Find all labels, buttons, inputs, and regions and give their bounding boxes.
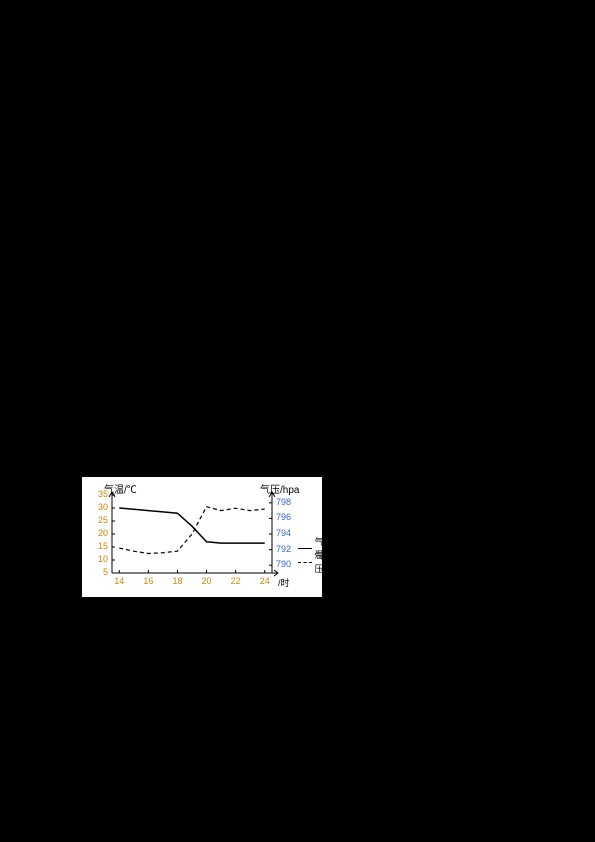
x-tick-label: 22 — [228, 576, 244, 586]
x-tick-label: 20 — [199, 576, 215, 586]
left-tick-label: 25 — [90, 515, 108, 525]
x-tick-label: 14 — [111, 576, 127, 586]
x-axis-title: /时 — [278, 576, 290, 589]
right-tick-label: 790 — [276, 559, 291, 569]
left-tick-label: 5 — [90, 567, 108, 577]
left-tick-label: 20 — [90, 528, 108, 538]
dual-axis-line-chart: 气温/℃ 气压/hpa 5 10 15 20 25 30 35 790 792 794 796 798 14… — [82, 477, 322, 597]
x-tick-label: 18 — [169, 576, 185, 586]
legend-line-icon — [298, 562, 312, 563]
right-tick-label: 794 — [276, 528, 291, 538]
right-tick-label: 798 — [276, 497, 291, 507]
left-axis-title: 气温/℃ — [104, 481, 137, 496]
right-tick-label: 796 — [276, 512, 291, 522]
legend-label: 气压 — [315, 549, 329, 575]
left-tick-label: 15 — [90, 541, 108, 551]
series-气压 — [119, 507, 264, 554]
left-tick-label: 10 — [90, 554, 108, 564]
left-tick-label: 35 — [90, 489, 108, 499]
series-气温 — [119, 508, 264, 543]
x-tick-label: 16 — [140, 576, 156, 586]
legend-item-气压: 气压 — [298, 549, 328, 575]
right-tick-label: 792 — [276, 544, 291, 554]
x-tick-label: 24 — [257, 576, 273, 586]
left-tick-label: 30 — [90, 502, 108, 512]
right-axis-title: 气压/hpa — [260, 481, 299, 496]
